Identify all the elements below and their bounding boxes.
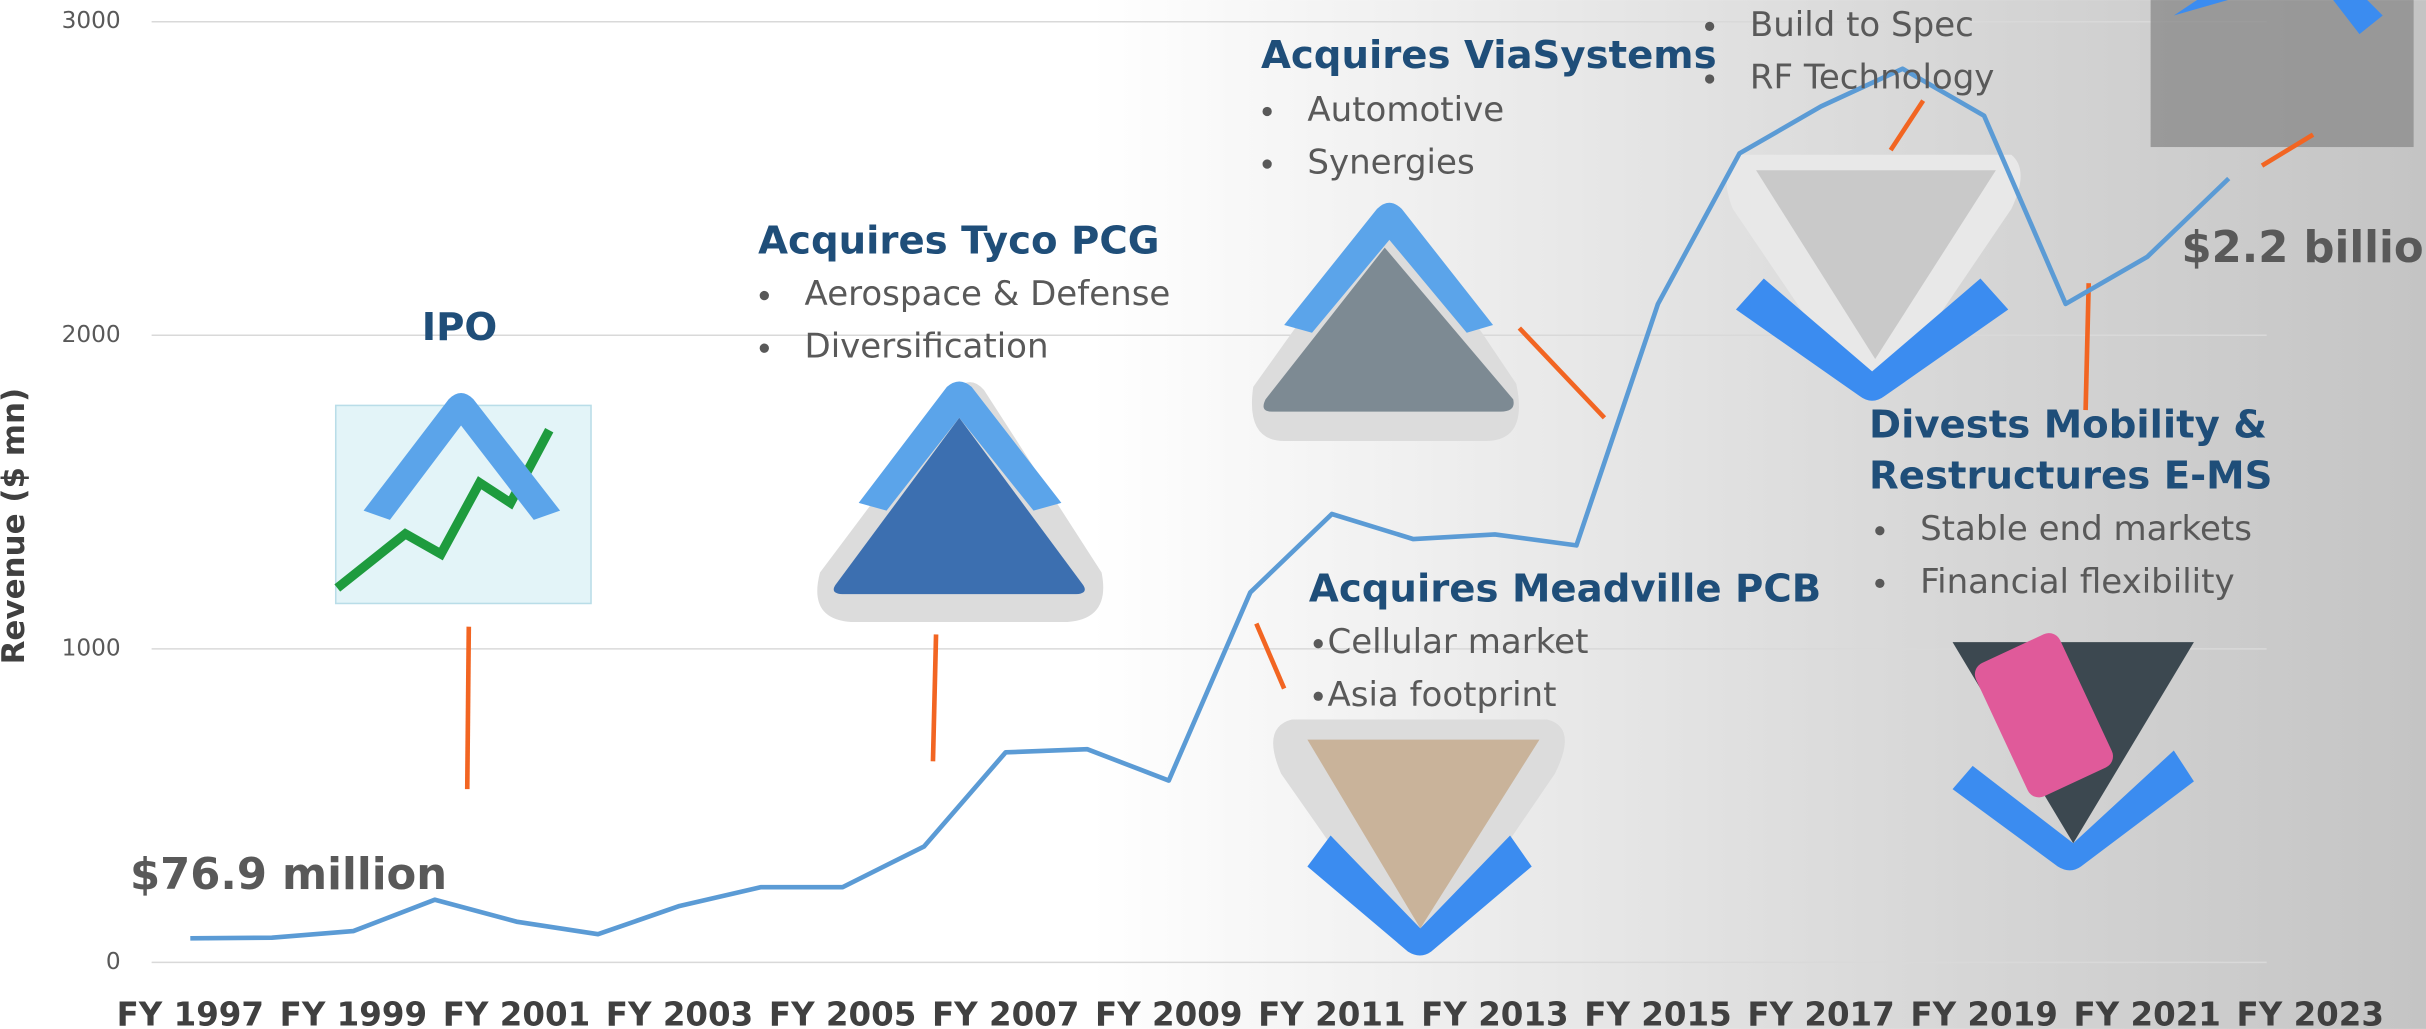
- annotation-title: $76.9 million: [130, 850, 447, 900]
- bullet-dot: [1875, 578, 1885, 588]
- annotation-title: Acquires Meadville PCB: [1309, 567, 1821, 612]
- x-tick-label: FY 2015: [1584, 996, 1731, 1029]
- annotation-bullet: Automotive: [1307, 90, 1504, 130]
- bullet-dot: [1313, 639, 1323, 649]
- x-tick-label: FY 2009: [1095, 996, 1242, 1029]
- annotation-bullet: Asia footprint: [1327, 675, 1556, 715]
- annotation-title: IPO: [422, 305, 498, 350]
- annotation-title: Acquires Tyco PCG: [758, 218, 1159, 263]
- bullet-dot: [1262, 159, 1272, 169]
- x-tick-label: FY 2011: [1258, 996, 1405, 1029]
- y-tick-label: 3000: [62, 7, 121, 34]
- bullet-dot: [1705, 74, 1715, 84]
- x-tick-label: FY 2013: [1421, 996, 1568, 1029]
- annotation-title: Restructures E-MS: [1869, 454, 2272, 499]
- annotation-bullet: RF Technology: [1750, 57, 1995, 97]
- annotation-bullet: Synergies: [1307, 143, 1474, 183]
- y-tick-label: 2000: [62, 321, 121, 348]
- y-axis-label: Revenue ($ mn): [0, 388, 32, 665]
- axes: 0 1000 2000 3000: [62, 7, 2267, 975]
- bullet-dot: [1262, 106, 1272, 117]
- annotation-bullet: Stable end markets: [1920, 509, 2252, 549]
- images: [334, 0, 2414, 956]
- y-tick-label: 1000: [62, 634, 121, 661]
- annotation-bullet: Diversification: [805, 327, 1049, 367]
- x-tick-label: FY 2019: [1910, 996, 2057, 1029]
- bullet-dot: [1313, 691, 1323, 701]
- x-tick-label: FY 2007: [932, 996, 1079, 1029]
- annotation-bullet: Build to Spec: [1750, 5, 1974, 45]
- x-tick-label: FY 2003: [606, 996, 753, 1029]
- annotation-bullet: Aerospace & Defense: [805, 274, 1171, 314]
- annotation-title: Acquires ViaSystems: [1261, 33, 1717, 78]
- annotation-title: Divests Mobility &: [1869, 403, 2267, 448]
- connectors: [464, 99, 2315, 790]
- x-tick-label: FY 2023: [2237, 996, 2384, 1029]
- x-tick-label: FY 2017: [1747, 996, 1894, 1029]
- annotation-bullet: Cellular market: [1327, 622, 1588, 662]
- x-tick-label: FY 1997: [117, 996, 264, 1029]
- bullet-dot: [1875, 526, 1885, 536]
- bullet-dot: [1705, 21, 1715, 32]
- line-series: [190, 66, 2231, 941]
- y-tick-label: 0: [106, 948, 121, 975]
- x-tick-label: FY 2001: [443, 996, 590, 1029]
- annotation-title: $2.2 billion: [2182, 223, 2426, 273]
- bullet-dot: [759, 290, 769, 301]
- x-tick-label: FY 2005: [769, 996, 916, 1029]
- bullet-dot: [759, 343, 769, 353]
- x-tick-label: FY 1999: [280, 996, 427, 1029]
- annotation-bullet: Financial flexibility: [1920, 562, 2235, 602]
- x-tick-label: FY 2021: [2073, 996, 2220, 1029]
